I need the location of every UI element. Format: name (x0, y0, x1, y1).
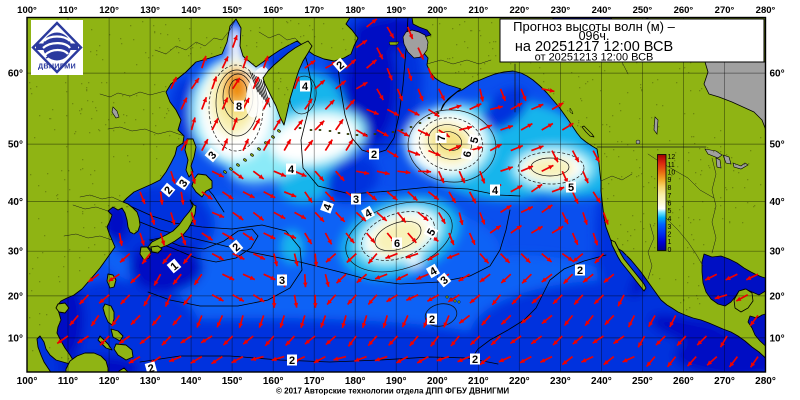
svg-text:3: 3 (177, 178, 190, 190)
svg-text:2: 2 (429, 314, 435, 326)
svg-text:5: 5 (668, 208, 672, 215)
svg-text:5: 5 (425, 227, 438, 238)
svg-text:5: 5 (568, 182, 574, 194)
svg-text:130°: 130° (140, 5, 160, 16)
svg-text:© 2017 Авторские технологии от: © 2017 Авторские технологии отдела ДПП Ф… (276, 387, 509, 396)
svg-text:0: 0 (668, 247, 672, 254)
svg-text:Прогноз высоты волн (м) –: Прогноз высоты волн (м) – (513, 19, 675, 34)
svg-text:6: 6 (462, 150, 475, 158)
svg-text:10°: 10° (8, 333, 23, 344)
svg-text:250°: 250° (633, 5, 653, 16)
svg-text:6: 6 (394, 238, 400, 250)
svg-text:120°: 120° (99, 5, 119, 16)
svg-text:60°: 60° (8, 69, 23, 80)
svg-text:от 20251213 12:00 ВСВ: от 20251213 12:00 ВСВ (535, 52, 654, 64)
svg-text:2: 2 (289, 355, 295, 367)
svg-text:200°: 200° (427, 376, 448, 387)
svg-text:220°: 220° (509, 376, 530, 387)
svg-text:210°: 210° (468, 5, 488, 16)
svg-text:160°: 160° (263, 376, 284, 387)
svg-text:170°: 170° (304, 376, 325, 387)
svg-text:10: 10 (668, 170, 676, 177)
svg-text:190°: 190° (386, 376, 407, 387)
svg-text:4: 4 (302, 81, 309, 93)
svg-text:280°: 280° (755, 376, 776, 387)
svg-text:ДВНИГМИ: ДВНИГМИ (38, 62, 76, 71)
svg-text:8: 8 (236, 101, 242, 113)
svg-text:240°: 240° (591, 376, 612, 387)
svg-text:8: 8 (668, 185, 672, 192)
svg-text:100°: 100° (17, 5, 37, 16)
svg-text:50°: 50° (8, 140, 23, 151)
svg-text:270°: 270° (715, 5, 735, 16)
svg-text:3: 3 (353, 194, 359, 206)
svg-text:40°: 40° (770, 197, 785, 208)
svg-text:100°: 100° (17, 376, 38, 387)
svg-text:230°: 230° (550, 376, 571, 387)
svg-text:60°: 60° (770, 69, 785, 80)
svg-text:30°: 30° (8, 247, 23, 258)
svg-text:40°: 40° (8, 197, 23, 208)
svg-text:20°: 20° (8, 291, 23, 302)
svg-text:250°: 250° (632, 376, 653, 387)
svg-text:50°: 50° (770, 140, 785, 151)
svg-text:9: 9 (668, 177, 672, 184)
svg-text:190°: 190° (386, 5, 406, 16)
svg-text:270°: 270° (714, 376, 735, 387)
svg-text:30°: 30° (770, 247, 785, 258)
svg-text:2: 2 (371, 149, 377, 161)
svg-text:140°: 140° (181, 5, 201, 16)
svg-text:170°: 170° (304, 5, 324, 16)
svg-text:210°: 210° (468, 376, 489, 387)
svg-text:110°: 110° (58, 376, 78, 387)
svg-text:280°: 280° (756, 5, 776, 16)
svg-text:4: 4 (492, 185, 499, 197)
svg-text:240°: 240° (592, 5, 612, 16)
svg-text:1: 1 (668, 239, 672, 246)
svg-text:120°: 120° (99, 376, 120, 387)
svg-text:7: 7 (436, 135, 448, 141)
svg-text:130°: 130° (140, 376, 161, 387)
svg-text:2: 2 (472, 354, 478, 366)
svg-text:260°: 260° (674, 5, 694, 16)
svg-text:2: 2 (668, 232, 672, 239)
svg-text:3: 3 (279, 275, 285, 287)
svg-text:096ч.: 096ч. (579, 29, 610, 43)
svg-text:10°: 10° (770, 333, 785, 344)
svg-text:140°: 140° (181, 376, 202, 387)
svg-text:6: 6 (668, 201, 672, 208)
svg-text:4: 4 (288, 164, 295, 176)
svg-text:2: 2 (147, 362, 156, 375)
svg-text:180°: 180° (345, 5, 365, 16)
svg-text:3: 3 (668, 224, 672, 231)
svg-text:180°: 180° (345, 376, 366, 387)
svg-text:200°: 200° (427, 5, 447, 16)
svg-text:4: 4 (321, 202, 335, 213)
svg-text:160°: 160° (263, 5, 283, 16)
svg-text:260°: 260° (673, 376, 694, 387)
svg-text:4: 4 (668, 216, 672, 223)
svg-text:150°: 150° (222, 5, 242, 16)
svg-text:230°: 230° (551, 5, 571, 16)
svg-text:11: 11 (668, 162, 675, 169)
svg-text:7: 7 (668, 193, 672, 200)
svg-text:220°: 220° (509, 5, 529, 16)
svg-text:110°: 110° (58, 5, 77, 16)
svg-text:20°: 20° (770, 291, 785, 302)
svg-text:12: 12 (668, 154, 676, 161)
svg-text:5: 5 (468, 136, 481, 145)
svg-text:на 20251217 12:00 ВСВ: на 20251217 12:00 ВСВ (515, 39, 673, 55)
svg-text:2: 2 (577, 265, 583, 277)
svg-text:150°: 150° (222, 376, 243, 387)
